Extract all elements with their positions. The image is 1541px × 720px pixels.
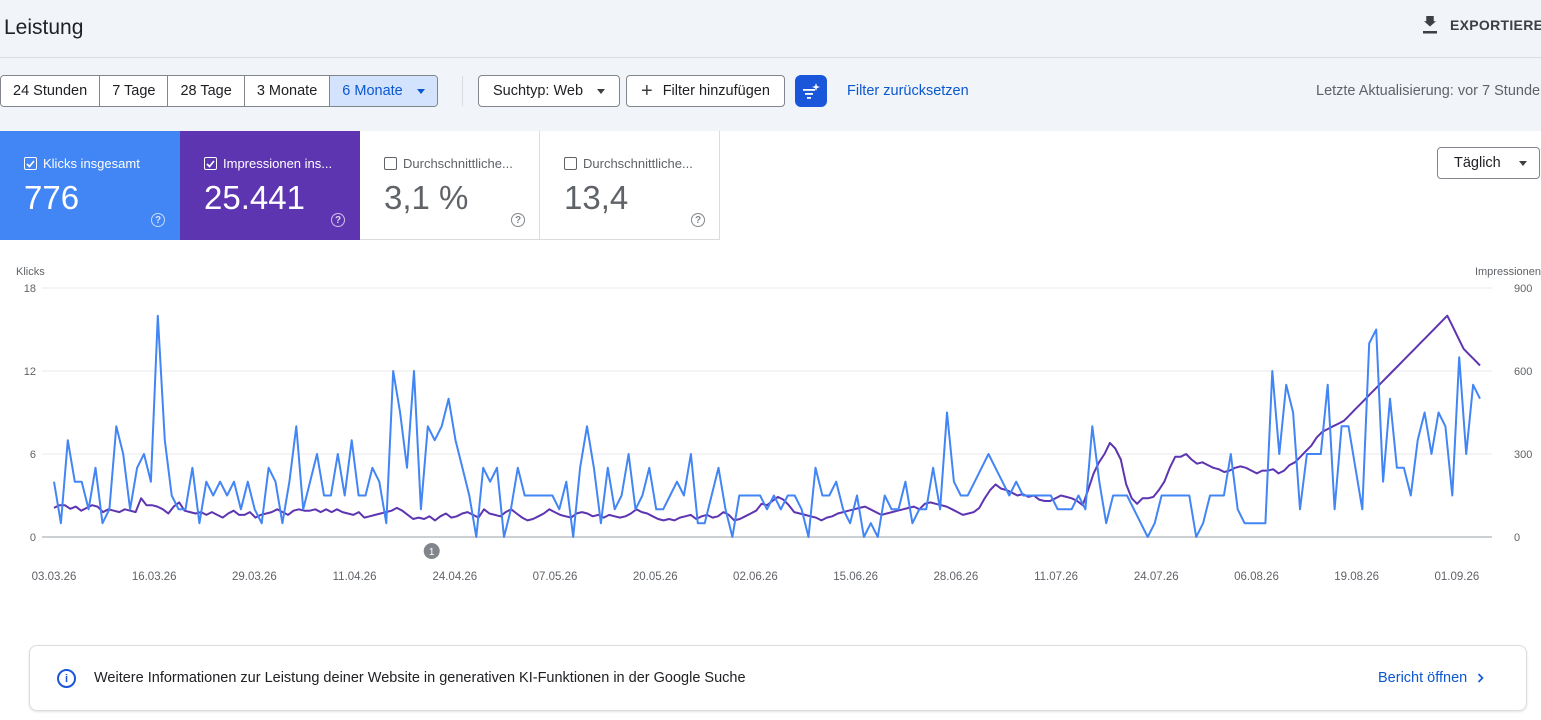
right-tick-label: 900 xyxy=(1514,283,1532,295)
granularity-label: Täglich xyxy=(1454,155,1501,171)
date-range-selector: 24 Stunden 7 Tage 28 Tage 3 Monate 6 Mon… xyxy=(0,75,438,107)
last-update-text: Letzte Aktualisierung: vor 7 Stunden xyxy=(1316,83,1541,99)
x-tick-label: 07.05.26 xyxy=(533,571,578,583)
impressions-line xyxy=(53,314,1481,522)
ai-filter-button[interactable] xyxy=(795,75,827,107)
range-6m[interactable]: 6 Monate xyxy=(330,76,437,106)
granularity-dropdown[interactable]: Täglich xyxy=(1437,147,1540,179)
metric-card-position[interactable]: Durchschnittliche... 13,4 ? xyxy=(540,131,720,240)
x-tick-label: 01.09.26 xyxy=(1434,571,1479,583)
search-type-label: Suchtyp: Web xyxy=(493,83,584,99)
open-report-label: Bericht öffnen xyxy=(1378,670,1468,686)
caret-down-icon xyxy=(597,88,606,94)
metric-label: Impressionen ins... xyxy=(223,156,333,171)
reset-filter-link[interactable]: Filter zurücksetzen xyxy=(847,83,969,99)
toolbar-divider xyxy=(462,76,463,106)
left-tick-label: 12 xyxy=(24,366,36,378)
info-banner: i Weitere Informationen zur Leistung dei… xyxy=(29,645,1527,711)
performance-panel: Klicks insgesamt 776 ? Impressionen ins.… xyxy=(0,131,1541,720)
range-7d[interactable]: 7 Tage xyxy=(100,76,169,106)
download-icon xyxy=(1423,16,1437,34)
performance-chart: Klicks Impressionen 0 6 12 18 0 300 600 900 03… xyxy=(16,266,1541,583)
metric-value: 776 xyxy=(24,179,80,216)
caret-down-icon xyxy=(416,88,425,94)
x-tick-label: 28.06.26 xyxy=(933,571,978,583)
export-label: EXPORTIEREN xyxy=(1450,17,1541,33)
right-tick-label: 300 xyxy=(1514,449,1532,461)
annotation-label: 1 xyxy=(429,547,435,558)
left-tick-label: 6 xyxy=(30,449,36,461)
range-24h[interactable]: 24 Stunden xyxy=(1,76,101,106)
help-icon[interactable]: ? xyxy=(331,213,345,227)
info-icon: i xyxy=(57,669,76,688)
metric-card-clicks[interactable]: Klicks insgesamt 776 ? xyxy=(0,131,180,240)
x-tick-label: 06.08.26 xyxy=(1234,571,1279,583)
left-tick-label: 18 xyxy=(24,283,36,295)
checkbox-unchecked-icon xyxy=(564,157,577,170)
checkbox-checked-icon xyxy=(24,157,37,170)
metric-label: Durchschnittliche... xyxy=(583,156,693,171)
right-axis-label: Impressionen xyxy=(1475,266,1541,278)
metric-value: 13,4 xyxy=(564,179,629,216)
help-icon[interactable]: ? xyxy=(511,213,525,227)
help-icon[interactable]: ? xyxy=(691,213,705,227)
add-filter-label: Filter hinzufügen xyxy=(662,83,770,99)
x-tick-label: 03.03.26 xyxy=(32,571,77,583)
caret-down-icon xyxy=(1519,160,1527,166)
page-title: Leistung xyxy=(4,16,84,39)
help-icon[interactable]: ? xyxy=(151,213,165,227)
metric-label: Klicks insgesamt xyxy=(43,156,140,171)
range-28d[interactable]: 28 Tage xyxy=(168,76,245,106)
search-type-dropdown[interactable]: Suchtyp: Web xyxy=(478,75,621,107)
x-tick-label: 19.08.26 xyxy=(1334,571,1379,583)
top-bar: Leistung EXPORTIEREN xyxy=(0,0,1541,58)
metric-card-ctr[interactable]: Durchschnittliche... 3,1 % ? xyxy=(360,131,540,240)
chevron-right-icon xyxy=(1478,673,1484,683)
checkbox-checked-icon xyxy=(204,157,217,170)
checkbox-unchecked-icon xyxy=(384,157,397,170)
range-6m-label: 6 Monate xyxy=(342,83,403,99)
x-tick-label: 20.05.26 xyxy=(633,571,678,583)
x-tick-label: 11.04.26 xyxy=(333,571,377,583)
right-tick-label: 0 xyxy=(1514,532,1520,544)
right-tick-label: 600 xyxy=(1514,366,1532,378)
sparkle-filter-icon xyxy=(803,83,820,99)
x-tick-label: 16.03.26 xyxy=(132,571,177,583)
add-filter-button[interactable]: + Filter hinzufügen xyxy=(626,75,785,107)
left-axis-label: Klicks xyxy=(16,266,45,278)
left-tick-label: 0 xyxy=(30,532,36,544)
clicks-line xyxy=(53,314,1481,538)
x-tick-label: 02.06.26 xyxy=(733,571,778,583)
x-tick-label: 11.07.26 xyxy=(1034,571,1078,583)
info-banner-text: Weitere Informationen zur Leistung deine… xyxy=(94,670,746,686)
open-report-link[interactable]: Bericht öffnen xyxy=(1378,670,1484,686)
metric-value: 3,1 % xyxy=(384,179,469,216)
metric-label: Durchschnittliche... xyxy=(403,156,513,171)
export-button[interactable]: EXPORTIEREN xyxy=(1422,16,1541,34)
x-tick-label: 29.03.26 xyxy=(232,571,277,583)
metric-card-impressions[interactable]: Impressionen ins... 25.441 ? xyxy=(180,131,360,240)
range-3m[interactable]: 3 Monate xyxy=(244,76,331,106)
annotation-marker xyxy=(423,543,440,559)
plus-icon: + xyxy=(641,80,653,102)
x-tick-label: 24.07.26 xyxy=(1134,571,1179,583)
x-tick-label: 15.06.26 xyxy=(833,571,878,583)
metric-value: 25.441 xyxy=(204,179,305,216)
x-tick-label: 24.04.26 xyxy=(432,571,477,583)
